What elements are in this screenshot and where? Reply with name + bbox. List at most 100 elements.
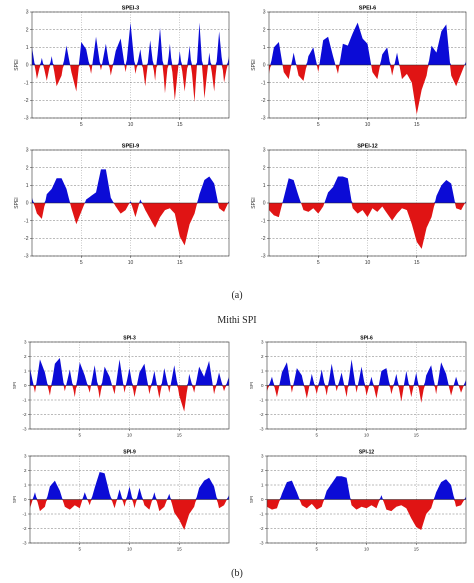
series-positive-area xyxy=(267,359,466,386)
chart-title: SPI-6 xyxy=(360,336,373,342)
chart-spi12: SPI-12 -3 -2 -1 0 1 2 3 5 10 15 SPI xyxy=(237,447,474,555)
y-tick-label: -1 xyxy=(259,512,263,517)
y-tick-label: -3 xyxy=(261,116,266,122)
series-negative-area xyxy=(267,385,466,403)
x-tick-label: 10 xyxy=(127,547,133,552)
y-tick-label: -2 xyxy=(261,236,266,242)
y-tick-label: 1 xyxy=(263,183,266,189)
y-tick-label: -1 xyxy=(22,512,26,517)
x-tick-label: 10 xyxy=(365,260,371,266)
x-tick-label: 15 xyxy=(177,122,183,128)
y-tick-label: -1 xyxy=(259,398,263,403)
chart-title: SPEI-12 xyxy=(357,144,377,150)
y-axis-label: SPI xyxy=(12,382,17,389)
y-tick-label: 2 xyxy=(26,165,29,171)
y-tick-label: -1 xyxy=(261,218,266,224)
chart-spei9: SPEI-9 -3 -2 -1 0 1 2 3 5 10 15 SPEI xyxy=(0,140,237,270)
x-tick-label: 15 xyxy=(414,433,420,438)
x-tick-label: 10 xyxy=(128,122,134,128)
x-tick-label: 5 xyxy=(78,547,81,552)
y-tick-label: -3 xyxy=(24,116,29,122)
y-tick-label: 0 xyxy=(263,201,266,207)
series-negative-area xyxy=(269,65,466,115)
y-tick-label: -2 xyxy=(22,526,26,531)
x-tick-label: 15 xyxy=(177,433,183,438)
chart-spei3: SPEI-3 -3 -2 -1 0 1 2 3 5 10 15 SPEI xyxy=(0,2,237,132)
chart-svg: SPI-12 -3 -2 -1 0 1 2 3 5 10 15 SPI xyxy=(249,450,467,552)
y-tick-label: -1 xyxy=(24,218,29,224)
chart-svg: SPI-6 -3 -2 -1 0 1 2 3 5 10 15 SPI xyxy=(249,336,467,438)
x-tick-label: 5 xyxy=(80,122,83,128)
y-axis-label: SPI xyxy=(249,496,254,503)
x-tick-label: 10 xyxy=(365,122,371,128)
series-negative-area xyxy=(30,499,229,530)
y-tick-label: 1 xyxy=(263,45,266,51)
x-tick-label: 15 xyxy=(177,547,183,552)
y-tick-label: -3 xyxy=(22,541,26,546)
y-tick-label: 0 xyxy=(261,383,264,388)
chart-svg: SPEI-9 -3 -2 -1 0 1 2 3 5 10 15 SPEI xyxy=(14,144,230,266)
y-tick-label: -3 xyxy=(261,254,266,260)
y-axis-label: SPI xyxy=(249,382,254,389)
y-tick-label: 3 xyxy=(24,340,27,345)
y-tick-label: 2 xyxy=(24,468,27,473)
chart-title: SPI-12 xyxy=(359,450,375,456)
y-axis-label: SPEI xyxy=(251,59,257,70)
y-tick-label: -3 xyxy=(22,427,26,432)
chart-svg: SPI-9 -3 -2 -1 0 1 2 3 5 10 15 SPI xyxy=(12,450,230,552)
chart-title: SPEI-3 xyxy=(122,6,139,12)
y-axis-label: SPI xyxy=(12,496,17,503)
y-tick-label: 3 xyxy=(261,454,264,459)
series-positive-area xyxy=(32,169,229,203)
x-tick-label: 10 xyxy=(127,433,133,438)
y-tick-label: -2 xyxy=(24,236,29,242)
series-negative-area xyxy=(32,65,229,103)
y-tick-label: -3 xyxy=(259,541,263,546)
series-positive-area xyxy=(267,476,466,500)
chart-svg: SPEI-6 -3 -2 -1 0 1 2 3 5 10 15 SPEI xyxy=(251,6,467,128)
x-tick-label: 5 xyxy=(315,547,318,552)
x-tick-label: 15 xyxy=(177,260,183,266)
y-axis-label: SPEI xyxy=(251,197,257,208)
chart-spi6: SPI-6 -3 -2 -1 0 1 2 3 5 10 15 SPI xyxy=(237,333,474,441)
y-tick-label: -2 xyxy=(261,98,266,104)
chart-spi9: SPI-9 -3 -2 -1 0 1 2 3 5 10 15 SPI xyxy=(0,447,237,555)
y-tick-label: 3 xyxy=(263,148,266,154)
y-tick-label: 2 xyxy=(24,354,27,359)
caption-a: (a) xyxy=(231,290,243,301)
chart-spei12: SPEI-12 -3 -2 -1 0 1 2 3 5 10 15 SPEI xyxy=(237,140,474,270)
chart-svg: SPI-3 -3 -2 -1 0 1 2 3 5 10 15 SPI xyxy=(12,336,230,438)
chart-title: SPEI-9 xyxy=(122,144,139,150)
x-tick-label: 10 xyxy=(364,433,370,438)
y-tick-label: 1 xyxy=(26,183,29,189)
chart-title: SPI-9 xyxy=(123,450,136,456)
y-tick-label: -2 xyxy=(259,412,263,417)
y-tick-label: 1 xyxy=(24,483,27,488)
chart-svg: SPEI-12 -3 -2 -1 0 1 2 3 5 10 15 SPEI xyxy=(251,144,467,266)
y-tick-label: 1 xyxy=(24,369,27,374)
x-tick-label: 15 xyxy=(414,547,420,552)
x-tick-label: 5 xyxy=(80,260,83,266)
y-axis-label: SPEI xyxy=(14,59,20,70)
y-tick-label: 1 xyxy=(261,369,264,374)
y-tick-label: -3 xyxy=(24,254,29,260)
y-tick-label: 1 xyxy=(26,45,29,51)
y-tick-label: -3 xyxy=(259,427,263,432)
y-tick-label: 1 xyxy=(261,483,264,488)
y-tick-label: 0 xyxy=(26,201,29,207)
y-axis-label: SPEI xyxy=(14,197,20,208)
y-tick-label: 0 xyxy=(24,497,27,502)
x-tick-label: 15 xyxy=(414,122,420,128)
x-tick-label: 5 xyxy=(317,122,320,128)
y-tick-label: 0 xyxy=(26,63,29,69)
y-tick-label: 2 xyxy=(261,468,264,473)
series-negative-area xyxy=(269,203,466,249)
series-positive-area xyxy=(269,22,466,66)
y-tick-label: 0 xyxy=(24,383,27,388)
y-tick-label: 2 xyxy=(261,354,264,359)
y-tick-label: -1 xyxy=(261,80,266,86)
y-tick-label: -2 xyxy=(259,526,263,531)
series-positive-area xyxy=(30,357,229,386)
chart-spi3: SPI-3 -3 -2 -1 0 1 2 3 5 10 15 SPI xyxy=(0,333,237,441)
series-negative-area xyxy=(32,203,229,246)
